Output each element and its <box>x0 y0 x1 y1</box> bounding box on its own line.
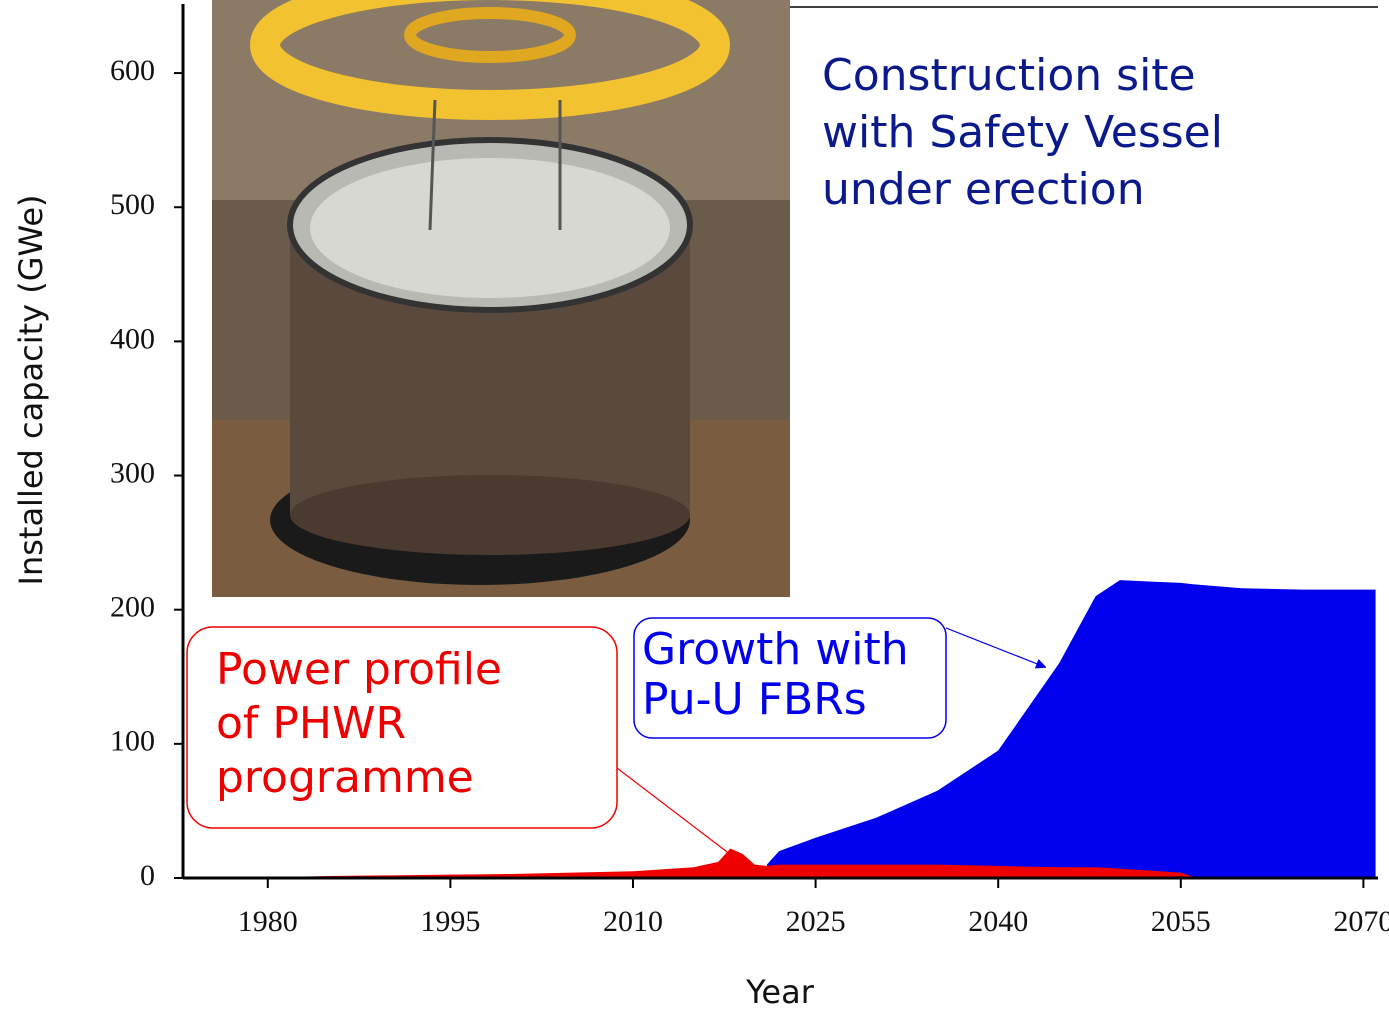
x-tick-label: 1995 <box>420 905 480 938</box>
y-tick-label: 200 <box>110 591 155 624</box>
x-tick-label: 2025 <box>786 905 846 938</box>
photo-vessel-base <box>290 475 690 555</box>
x-tick-label: 2010 <box>603 905 663 938</box>
photo <box>212 0 790 597</box>
fbr-label: Growth with <box>642 624 909 675</box>
fbr-label: Pu-U FBRs <box>642 674 867 725</box>
fbr-callout-pointer <box>946 628 1045 667</box>
y-tick-label: 300 <box>110 456 155 489</box>
phwr-label: of PHWR <box>216 698 406 749</box>
phwr-label: Power profile <box>216 644 502 695</box>
photo-vessel-inside <box>310 158 670 298</box>
x-axis-label: Year <box>745 973 815 1011</box>
page: {"chart_data": { "type": "area", "y_labe… <box>0 0 1389 1013</box>
x-tick-label: 2040 <box>968 905 1028 938</box>
y-tick-label: 600 <box>110 54 155 87</box>
y-tick-label: 400 <box>110 322 155 355</box>
y-axis-label: Installed capacity (GWe) <box>12 195 50 586</box>
y-tick-label: 0 <box>140 859 155 892</box>
y-tick-label: 500 <box>110 188 155 221</box>
photo-caption: Construction site <box>822 50 1196 101</box>
photo-caption: under erection <box>822 164 1145 215</box>
photo-lifting-hub <box>410 13 570 57</box>
x-tick-label: 1980 <box>238 905 298 938</box>
chart: 0 100 200 300 400 500 600 1980 1995 2010 2025 2040 2… <box>0 0 1389 1013</box>
phwr-label: programme <box>216 752 474 803</box>
x-tick-label: 2055 <box>1151 905 1211 938</box>
y-tick-label: 100 <box>110 725 155 758</box>
photo-caption: with Safety Vessel <box>822 107 1223 158</box>
phwr-callout-pointer <box>617 768 735 858</box>
x-tick-label: 2070 <box>1333 905 1389 938</box>
